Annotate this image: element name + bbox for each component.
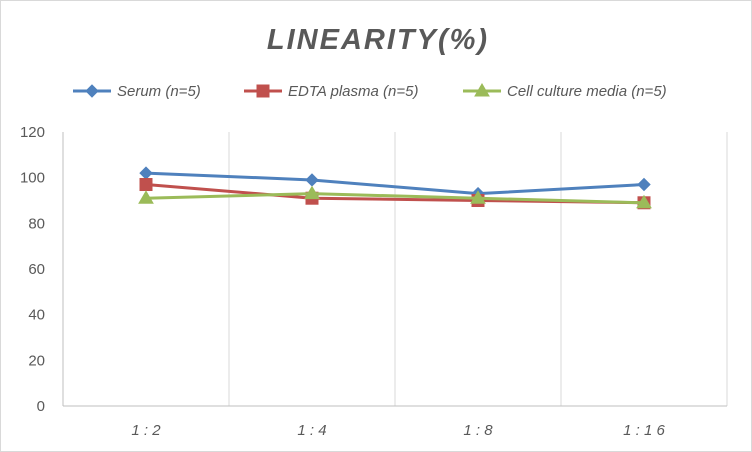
- series-line: [145, 171, 645, 196]
- legend-item: Serum (n=5): [73, 83, 201, 100]
- y-tick-label: 100: [20, 170, 45, 187]
- data-point: [637, 177, 651, 192]
- legend-label: EDTA plasma (n=5): [288, 83, 418, 100]
- y-tick-label: 120: [20, 124, 45, 141]
- x-tick-label: 1 : 2: [131, 422, 161, 439]
- legend-marker: [256, 84, 270, 98]
- legend-label: Cell culture media (n=5): [507, 83, 667, 100]
- x-tick-label: 1 : 8: [463, 422, 493, 439]
- legend-marker: [474, 83, 490, 97]
- legend-item: Cell culture media (n=5): [463, 83, 667, 100]
- y-tick-label: 40: [28, 307, 45, 324]
- legend: Serum (n=5) EDTA plasma (n=5) Cell culture…: [73, 83, 667, 100]
- legend-marker: [85, 84, 99, 98]
- data-point: [304, 185, 320, 200]
- legend-label: Serum (n=5): [117, 83, 201, 100]
- x-tick-label: 1 : 1 6: [623, 422, 665, 439]
- data-point: [138, 190, 154, 204]
- series-3: [138, 185, 652, 209]
- data-point: [470, 190, 486, 204]
- y-tick-label: 60: [28, 261, 45, 278]
- data-point: [305, 173, 319, 187]
- gridlines: [228, 132, 728, 406]
- x-axis-ticks: 1 : 2 1 : 4 1 : 8 1 : 1 6: [131, 422, 665, 439]
- y-tick-label: 0: [37, 398, 45, 415]
- data-point: [139, 166, 153, 180]
- series-line: [145, 192, 645, 205]
- series-layer: [138, 166, 652, 210]
- data-point: [139, 178, 153, 192]
- data-point: [636, 194, 652, 209]
- chart-title: LINEARITY(%): [267, 24, 489, 56]
- y-tick-label: 80: [28, 215, 45, 232]
- axes: [62, 132, 727, 407]
- y-axis-ticks: 0 20 40 60 80 100 120: [20, 124, 45, 415]
- x-tick-label: 1 : 4: [297, 422, 326, 439]
- y-tick-label: 20: [28, 352, 45, 369]
- legend-item: EDTA plasma (n=5): [244, 83, 418, 100]
